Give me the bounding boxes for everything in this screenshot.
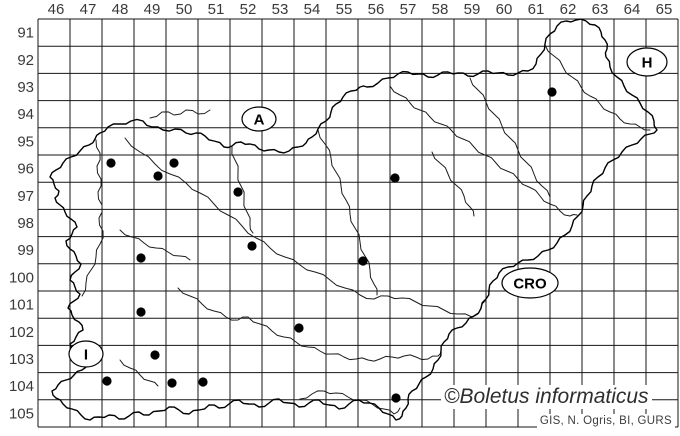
slovenia-border bbox=[49, 18, 658, 421]
y-axis-label: 95 bbox=[17, 133, 34, 150]
occurrence-dot bbox=[167, 378, 177, 388]
country-label-hungary: H bbox=[642, 55, 653, 72]
occurrence-dots bbox=[102, 87, 557, 403]
occurrence-dot bbox=[169, 158, 179, 168]
x-axis-label: 48 bbox=[112, 1, 129, 18]
grid-lines bbox=[37, 18, 679, 428]
river-line bbox=[177, 287, 249, 321]
y-axis-label: 99 bbox=[17, 242, 34, 259]
x-axis-label: 56 bbox=[368, 1, 385, 18]
y-axis-label: 92 bbox=[17, 52, 34, 69]
occurrence-dot bbox=[294, 323, 304, 333]
occurrence-dot bbox=[358, 256, 368, 266]
y-axis-label: 104 bbox=[9, 378, 34, 395]
occurrence-dot bbox=[247, 241, 257, 251]
country-label-italy: I bbox=[84, 347, 88, 364]
x-axis-label: 59 bbox=[464, 1, 481, 18]
y-axis-label: 102 bbox=[9, 324, 34, 341]
y-axis-label: 96 bbox=[17, 161, 34, 178]
x-axis-label: 54 bbox=[304, 1, 321, 18]
y-axis-label: 94 bbox=[17, 106, 34, 123]
y-axis-label: 101 bbox=[9, 297, 34, 314]
river-line bbox=[81, 139, 104, 297]
occurrence-dot bbox=[102, 376, 112, 386]
y-axis-label: 103 bbox=[9, 351, 34, 368]
occurrence-dot bbox=[150, 350, 160, 360]
occurrence-dot bbox=[390, 173, 400, 183]
country-ellipse-hungary bbox=[626, 47, 668, 77]
x-axis: 46 47 48 49 50 51 52 53 54 55 56 57 58 59 60 61 62 63 64 65 bbox=[48, 1, 673, 18]
occurrence-dot bbox=[391, 393, 401, 403]
x-axis-label: 55 bbox=[336, 1, 353, 18]
river-line bbox=[469, 77, 551, 198]
river-line bbox=[247, 316, 442, 362]
occurrence-dot bbox=[198, 377, 208, 387]
river-line bbox=[431, 151, 475, 217]
country-labels: A H CRO I bbox=[68, 47, 668, 368]
river-line bbox=[119, 229, 191, 261]
x-axis-label: 47 bbox=[80, 1, 97, 18]
river-line bbox=[389, 85, 578, 217]
occurrence-dot bbox=[136, 253, 146, 263]
country-label-croatia: CRO bbox=[513, 276, 547, 293]
river-line bbox=[317, 129, 378, 296]
x-axis-label: 61 bbox=[528, 1, 545, 18]
x-axis-label: 46 bbox=[48, 1, 65, 18]
river-line bbox=[149, 109, 211, 119]
country-label-austria: A bbox=[254, 112, 265, 129]
y-axis-label: 98 bbox=[17, 215, 34, 232]
attribution-text: GIS, N. Ogris, BI, GURS bbox=[536, 414, 675, 428]
occurrence-dot bbox=[233, 187, 243, 197]
x-axis-label: 51 bbox=[208, 1, 225, 18]
x-axis-label: 63 bbox=[592, 1, 609, 18]
x-axis-label: 57 bbox=[400, 1, 417, 18]
rivers bbox=[81, 44, 651, 415]
y-axis: 91 92 93 94 95 96 97 98 99 100 101 102 103 104 105 bbox=[9, 25, 34, 423]
river-line bbox=[119, 359, 159, 387]
country-ellipse-italy bbox=[68, 340, 104, 368]
river-line bbox=[124, 137, 487, 318]
x-axis-label: 53 bbox=[272, 1, 289, 18]
x-axis-label: 62 bbox=[560, 1, 577, 18]
occurrence-dot bbox=[106, 158, 116, 168]
y-axis-label: 97 bbox=[17, 188, 34, 205]
occurrence-dot bbox=[547, 87, 557, 97]
country-ellipse-austria bbox=[241, 106, 277, 132]
watermark-text: ©Boletus informaticus bbox=[441, 385, 652, 409]
x-axis-label: 50 bbox=[176, 1, 193, 18]
country-outline bbox=[49, 18, 658, 421]
y-axis-label: 93 bbox=[17, 79, 34, 96]
y-axis-label: 100 bbox=[9, 269, 34, 286]
occurrence-dot bbox=[136, 307, 146, 317]
x-axis-label: 64 bbox=[624, 1, 641, 18]
y-axis-label: 91 bbox=[17, 25, 34, 42]
x-axis-label: 58 bbox=[432, 1, 449, 18]
x-axis-label: 60 bbox=[496, 1, 513, 18]
x-axis-label: 52 bbox=[240, 1, 257, 18]
occurrence-dot bbox=[153, 171, 163, 181]
y-axis-label: 105 bbox=[9, 405, 34, 422]
x-axis-label: 49 bbox=[144, 1, 161, 18]
river-line bbox=[544, 44, 651, 131]
x-axis-label: 65 bbox=[656, 1, 673, 18]
river-line bbox=[231, 146, 254, 234]
country-ellipse-croatia bbox=[501, 267, 559, 299]
